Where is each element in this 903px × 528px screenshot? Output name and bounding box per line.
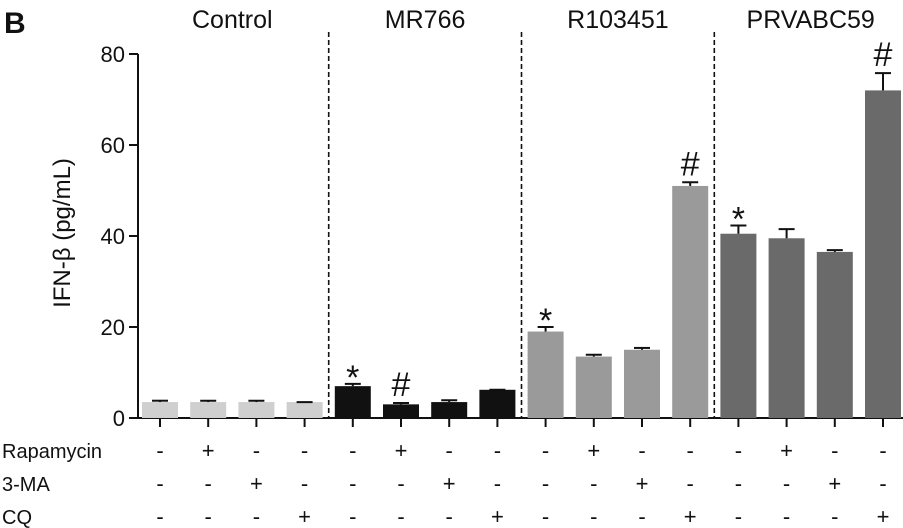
treatment-sign: -: [446, 438, 453, 463]
treatment-row-label: CQ: [2, 507, 32, 528]
treatment-sign: -: [735, 471, 742, 496]
group-label: MR766: [385, 6, 466, 34]
treatment-sign: -: [638, 438, 645, 463]
treatment-sign: +: [587, 438, 600, 463]
treatment-sign: -: [156, 438, 163, 463]
group-label: PRVABC59: [747, 6, 875, 34]
bar: [479, 389, 516, 418]
significance-star: *: [346, 359, 359, 397]
bar: [383, 404, 419, 418]
treatment-sign: -: [590, 504, 597, 528]
treatment-sign: +: [443, 471, 456, 496]
bar: [672, 185, 709, 418]
treatment-sign: -: [687, 471, 694, 496]
treatment-sign: +: [395, 438, 408, 463]
y-tick-label: 0: [113, 406, 125, 431]
treatment-sign: -: [349, 471, 356, 496]
treatment-sign: -: [542, 471, 549, 496]
group-label: Control: [192, 6, 273, 34]
treatment-sign: +: [684, 504, 697, 528]
treatment-sign: -: [156, 504, 163, 528]
bar: [527, 331, 564, 418]
treatment-sign: -: [783, 504, 790, 528]
treatment-sign: -: [542, 438, 549, 463]
bar: [286, 402, 323, 418]
significance-hash: #: [874, 36, 893, 74]
treatment-sign: +: [877, 504, 890, 528]
treatment-sign: +: [636, 471, 649, 496]
treatment-sign: +: [250, 471, 263, 496]
treatment-sign: -: [301, 438, 308, 463]
bar: [816, 251, 853, 418]
treatment-sign: -: [253, 438, 260, 463]
treatment-sign: +: [828, 471, 841, 496]
treatment-sign: -: [349, 504, 356, 528]
treatment-sign: -: [446, 504, 453, 528]
y-tick-label: 40: [101, 224, 125, 249]
bar: [575, 356, 612, 418]
treatment-row-label: 3-MA: [2, 474, 50, 496]
treatment-sign: +: [780, 438, 793, 463]
treatment-sign: -: [542, 504, 549, 528]
bar: [142, 402, 178, 418]
treatment-sign: -: [831, 504, 838, 528]
bar: [334, 386, 371, 418]
treatment-sign: -: [879, 438, 886, 463]
y-tick-label: 20: [101, 315, 125, 340]
treatment-sign: -: [205, 471, 212, 496]
y-axis-label: IFN-β (pg/mL): [49, 158, 76, 308]
significance-star: *: [732, 201, 745, 239]
bar: [720, 233, 757, 418]
panel-letter: B: [4, 7, 26, 40]
bar: [431, 402, 468, 418]
treatment-sign: -: [687, 438, 694, 463]
treatment-sign: -: [735, 504, 742, 528]
treatment-sign: -: [156, 471, 163, 496]
bar: [190, 402, 227, 418]
treatment-sign: +: [298, 504, 311, 528]
treatment-sign: -: [301, 471, 308, 496]
group-label: R103451: [567, 6, 668, 34]
treatment-sign: -: [638, 504, 645, 528]
significance-star: *: [539, 302, 552, 340]
treatment-sign: +: [491, 504, 504, 528]
bar: [865, 90, 901, 419]
treatment-sign: -: [397, 471, 404, 496]
bar: [768, 238, 805, 418]
treatment-sign: -: [735, 438, 742, 463]
treatment-sign: -: [205, 504, 212, 528]
significance-hash: #: [681, 145, 700, 183]
treatment-sign: -: [494, 438, 501, 463]
bar: [624, 349, 660, 418]
y-tick-label: 60: [101, 133, 125, 158]
bar: [238, 402, 275, 418]
treatment-sign: -: [494, 471, 501, 496]
significance-hash: #: [392, 366, 411, 404]
y-tick-label: 80: [101, 42, 125, 67]
treatment-sign: -: [253, 504, 260, 528]
treatment-sign: -: [397, 504, 404, 528]
treatment-sign: -: [783, 471, 790, 496]
treatment-sign: +: [202, 438, 215, 463]
treatment-sign: -: [590, 471, 597, 496]
treatment-row-label: Rapamycin: [2, 441, 102, 463]
treatment-sign: -: [879, 471, 886, 496]
treatment-sign: -: [831, 438, 838, 463]
treatment-sign: -: [349, 438, 356, 463]
